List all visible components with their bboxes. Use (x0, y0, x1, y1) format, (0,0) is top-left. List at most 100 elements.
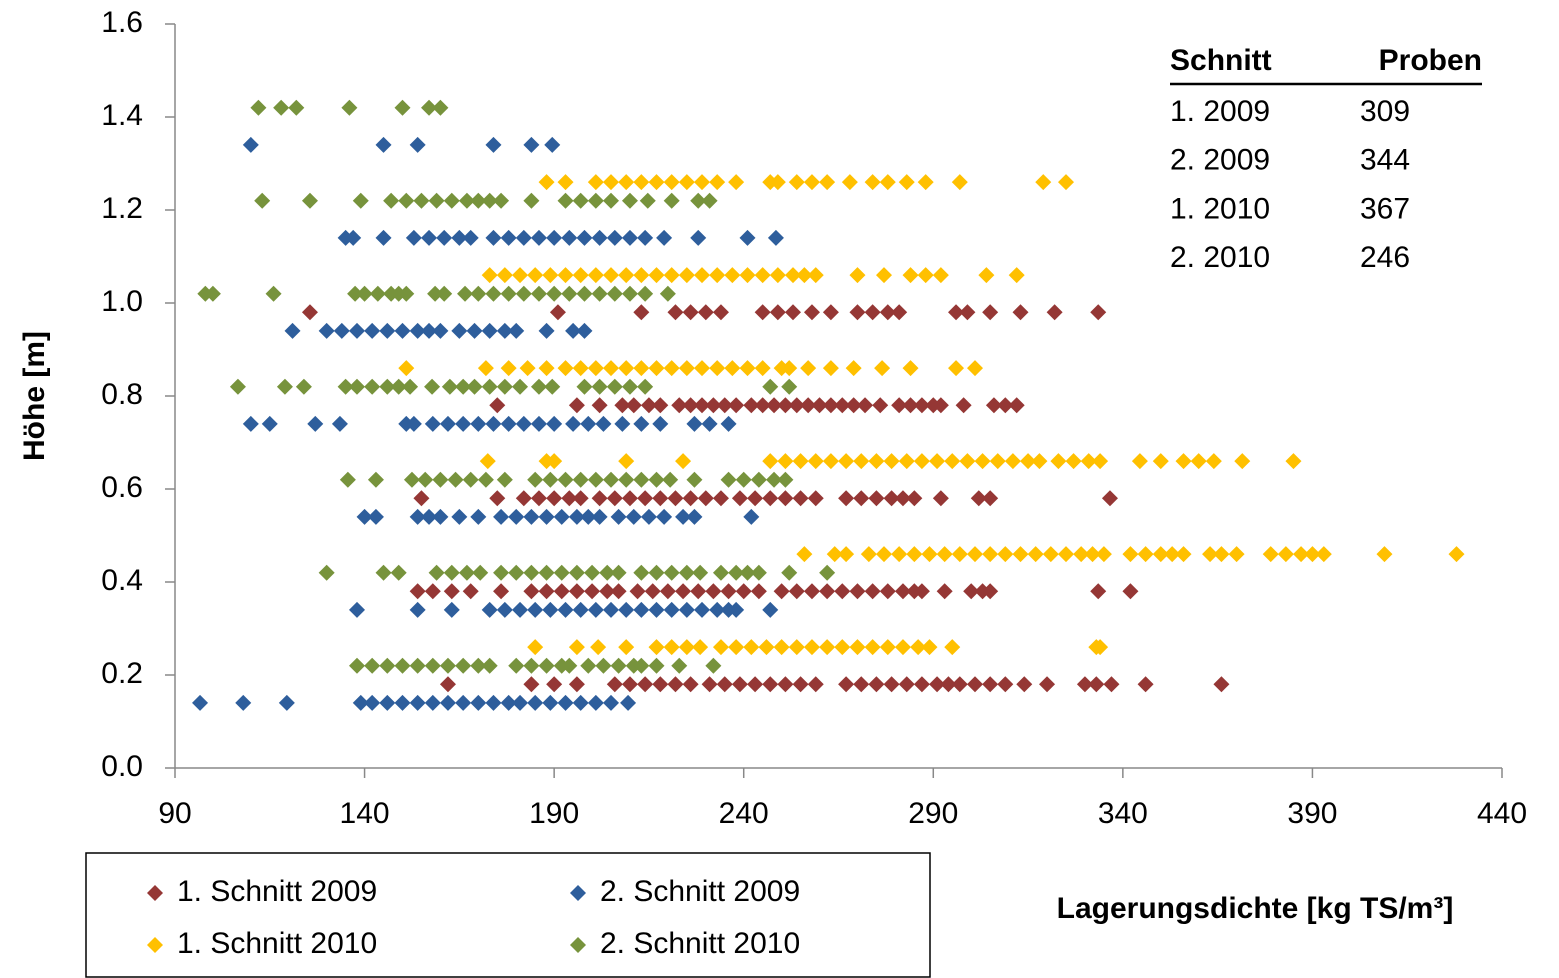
point (341, 99, 358, 116)
point (690, 583, 707, 600)
point (1092, 453, 1109, 470)
point (538, 360, 555, 377)
point (894, 639, 911, 656)
point (1016, 676, 1033, 693)
point (470, 694, 487, 711)
point (618, 471, 635, 488)
point (470, 192, 487, 209)
point (678, 639, 695, 656)
point (948, 304, 965, 321)
point (982, 546, 999, 563)
point (428, 192, 445, 209)
x-axis-title: Lagerungsdichte [kg TS/m³] (1057, 892, 1454, 925)
point (864, 304, 881, 321)
x-tick-label: 140 (340, 797, 390, 830)
point (307, 415, 324, 432)
point (883, 490, 900, 507)
point (777, 471, 794, 488)
point (705, 583, 722, 600)
point (697, 304, 714, 321)
point (792, 453, 809, 470)
point (603, 174, 620, 191)
point (508, 508, 525, 525)
point (1152, 546, 1169, 563)
point (883, 453, 900, 470)
point (678, 360, 695, 377)
point (712, 490, 729, 507)
x-tick-label: 190 (529, 797, 579, 830)
point (1004, 453, 1021, 470)
point (747, 676, 764, 693)
point (546, 453, 563, 470)
point (792, 676, 809, 693)
point (394, 657, 411, 674)
point (690, 192, 707, 209)
point (375, 564, 392, 581)
point (659, 583, 676, 600)
point (675, 583, 692, 600)
point (838, 676, 855, 693)
point (402, 378, 419, 395)
point (250, 99, 267, 116)
point (853, 490, 870, 507)
point (1213, 546, 1230, 563)
point (648, 174, 665, 191)
point (618, 639, 635, 656)
legend-marker (147, 937, 163, 953)
point (621, 378, 638, 395)
point (568, 583, 585, 600)
point (1012, 546, 1029, 563)
point (348, 601, 365, 618)
point (432, 508, 449, 525)
point (379, 378, 396, 395)
point (777, 453, 794, 470)
point (692, 564, 709, 581)
point (1035, 174, 1052, 191)
point (989, 453, 1006, 470)
point (648, 471, 665, 488)
point (663, 601, 680, 618)
point (439, 415, 456, 432)
table-cell: 367 (1360, 192, 1410, 225)
point (803, 304, 820, 321)
point (572, 694, 589, 711)
point (451, 322, 468, 339)
point (394, 694, 411, 711)
point (538, 508, 555, 525)
point (348, 378, 365, 395)
point (1084, 546, 1101, 563)
point (667, 676, 684, 693)
point (857, 397, 874, 414)
point (603, 192, 620, 209)
point (610, 657, 627, 674)
point (1277, 546, 1294, 563)
point (364, 378, 381, 395)
point (762, 676, 779, 693)
point (580, 508, 597, 525)
point (561, 657, 578, 674)
point (409, 583, 426, 600)
point (470, 285, 487, 302)
point (398, 360, 415, 377)
point (629, 583, 646, 600)
point (352, 192, 369, 209)
point (807, 453, 824, 470)
point (318, 322, 335, 339)
legend-label: 1. Schnitt 2009 (177, 875, 377, 908)
point (633, 601, 650, 618)
point (769, 267, 786, 284)
point (883, 676, 900, 693)
point (512, 267, 529, 284)
point (618, 601, 635, 618)
point (678, 267, 695, 284)
y-axis-title: Höhe [m] (18, 331, 51, 461)
point (421, 508, 438, 525)
point (496, 322, 513, 339)
point (785, 267, 802, 284)
point (436, 285, 453, 302)
point (557, 267, 574, 284)
point (591, 229, 608, 246)
point (379, 694, 396, 711)
point (591, 397, 608, 414)
point (409, 322, 426, 339)
